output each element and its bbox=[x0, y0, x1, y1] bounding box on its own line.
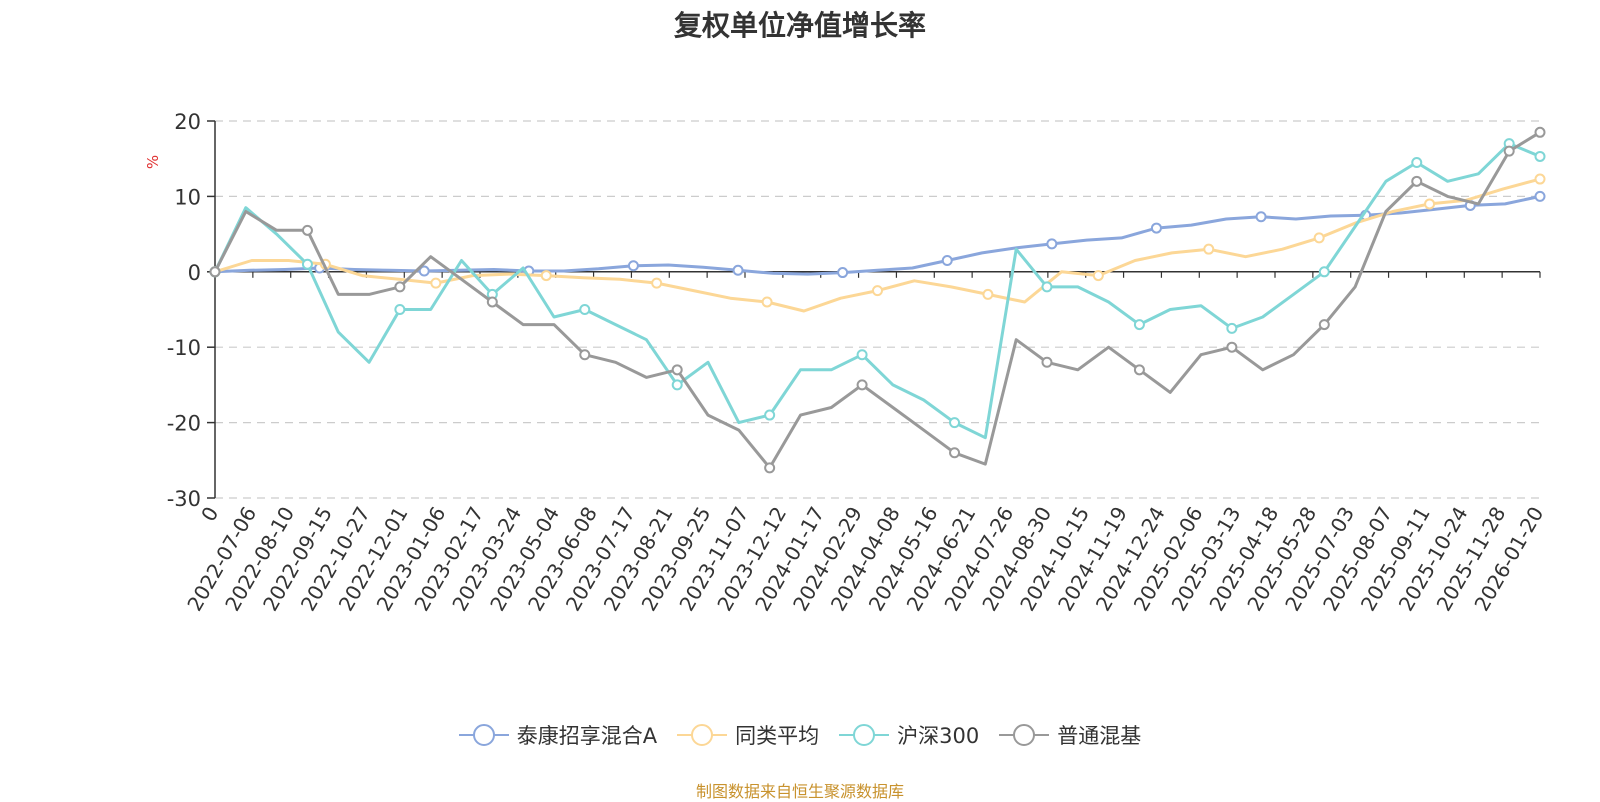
y-axis-unit: % bbox=[144, 155, 162, 169]
data-point-3 bbox=[394, 281, 406, 293]
legend-item-series-3[interactable]: 普通混基 bbox=[999, 720, 1141, 750]
data-point-1 bbox=[1203, 243, 1215, 255]
data-point-0 bbox=[418, 265, 430, 277]
legend-marker-icon bbox=[458, 724, 509, 746]
data-point-0 bbox=[1255, 211, 1267, 223]
data-point-2 bbox=[1534, 150, 1546, 162]
legend-marker-icon bbox=[677, 724, 728, 746]
data-point-2 bbox=[1318, 266, 1330, 278]
data-point-2 bbox=[671, 379, 683, 391]
data-source-note: 制图数据来自恒生聚源数据库 bbox=[695, 782, 904, 801]
data-point-1 bbox=[651, 277, 663, 289]
data-point-3 bbox=[1133, 364, 1145, 376]
legend: 泰康招享混合A 同类平均 沪深300 普通混基 bbox=[0, 720, 1600, 750]
legend-label: 沪深300 bbox=[897, 724, 980, 748]
data-point-0 bbox=[627, 260, 639, 272]
data-point-3 bbox=[301, 224, 313, 236]
data-point-2 bbox=[1411, 156, 1423, 168]
data-point-3 bbox=[1318, 319, 1330, 331]
data-point-1 bbox=[1313, 232, 1325, 244]
data-point-0 bbox=[732, 264, 744, 276]
y-tick-label: -10 bbox=[167, 336, 201, 360]
y-tick-label: -30 bbox=[167, 487, 201, 511]
data-point-2 bbox=[949, 417, 961, 429]
data-point-0 bbox=[1150, 222, 1162, 234]
series-line-0 bbox=[214, 194, 1541, 276]
data-point-1 bbox=[1534, 173, 1546, 185]
legend-item-series-2[interactable]: 沪深300 bbox=[839, 720, 979, 750]
data-point-3 bbox=[579, 349, 591, 361]
data-point-3 bbox=[1503, 145, 1515, 157]
data-point-2 bbox=[856, 349, 868, 361]
legend-item-series-1[interactable]: 同类平均 bbox=[677, 720, 819, 750]
data-point-0 bbox=[941, 254, 953, 266]
data-point-3 bbox=[1411, 175, 1423, 187]
data-point-0 bbox=[1046, 238, 1058, 250]
data-point-2 bbox=[1041, 281, 1053, 293]
data-point-2 bbox=[764, 409, 776, 421]
legend-label: 同类平均 bbox=[735, 724, 820, 748]
y-tick-label: 0 bbox=[188, 261, 201, 285]
data-point-2 bbox=[301, 258, 313, 270]
data-point-3 bbox=[209, 266, 221, 278]
legend-label: 普通混基 bbox=[1057, 724, 1142, 748]
y-tick-label: 10 bbox=[174, 185, 201, 209]
legend-item-series-0[interactable]: 泰康招享混合A bbox=[458, 720, 658, 750]
legend-marker-icon bbox=[999, 724, 1050, 746]
data-point-3 bbox=[764, 462, 776, 474]
data-point-0 bbox=[1534, 190, 1546, 202]
data-point-1 bbox=[1424, 198, 1436, 210]
x-tick-label: 0 bbox=[196, 503, 223, 526]
data-point-1 bbox=[540, 270, 552, 282]
legend-marker-icon bbox=[839, 724, 890, 746]
data-point-3 bbox=[1041, 356, 1053, 368]
data-point-3 bbox=[1226, 341, 1238, 353]
y-tick-label: 20 bbox=[174, 110, 201, 134]
data-point-1 bbox=[430, 277, 442, 289]
data-point-3 bbox=[486, 296, 498, 308]
data-point-1 bbox=[982, 288, 994, 300]
data-point-3 bbox=[1534, 126, 1546, 138]
data-point-2 bbox=[394, 304, 406, 315]
y-tick-label: -20 bbox=[167, 412, 201, 436]
data-point-1 bbox=[872, 285, 883, 297]
legend-label: 泰康招享混合A bbox=[516, 724, 658, 748]
data-point-3 bbox=[671, 364, 683, 376]
line-chart: 20100-10-20-30%02022-07-062022-08-102022… bbox=[144, 110, 1548, 615]
data-point-3 bbox=[949, 447, 961, 459]
data-point-2 bbox=[1133, 319, 1145, 331]
series-line-3 bbox=[213, 131, 1541, 470]
series-line-2 bbox=[213, 142, 1541, 440]
data-point-2 bbox=[1226, 322, 1238, 334]
data-point-0 bbox=[837, 267, 849, 279]
data-point-2 bbox=[579, 304, 591, 315]
chart-title: 复权单位净值增长率 bbox=[673, 9, 926, 42]
data-point-1 bbox=[1092, 270, 1104, 282]
data-point-3 bbox=[856, 379, 868, 391]
data-point-1 bbox=[761, 296, 773, 308]
